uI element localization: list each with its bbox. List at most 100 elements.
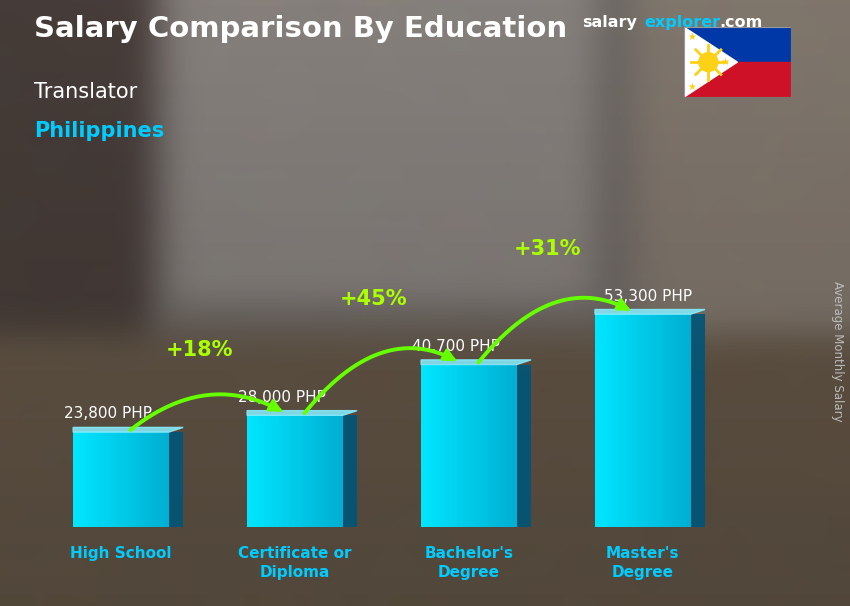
Bar bbox=[645, 314, 648, 527]
Text: Average Monthly Salary: Average Monthly Salary bbox=[830, 281, 844, 422]
Bar bbox=[121, 432, 123, 527]
Bar bbox=[140, 432, 143, 527]
Bar bbox=[624, 314, 626, 527]
Bar bbox=[169, 432, 183, 527]
Bar bbox=[278, 415, 280, 527]
Bar bbox=[80, 432, 82, 527]
Bar bbox=[264, 415, 266, 527]
Bar bbox=[135, 432, 138, 527]
Bar bbox=[455, 365, 457, 527]
Bar bbox=[684, 27, 790, 62]
Bar bbox=[309, 415, 312, 527]
Bar bbox=[147, 432, 150, 527]
Bar bbox=[73, 432, 76, 527]
Bar bbox=[82, 432, 85, 527]
Bar bbox=[452, 365, 455, 527]
Bar bbox=[650, 314, 653, 527]
Bar bbox=[665, 314, 666, 527]
Bar bbox=[669, 314, 672, 527]
Bar bbox=[259, 415, 262, 527]
Text: +31%: +31% bbox=[513, 239, 581, 259]
Bar bbox=[440, 365, 443, 527]
Bar bbox=[262, 415, 264, 527]
Bar bbox=[640, 314, 643, 527]
Bar bbox=[312, 415, 314, 527]
Bar bbox=[615, 314, 616, 527]
Bar bbox=[314, 415, 316, 527]
Bar bbox=[636, 314, 638, 527]
Bar bbox=[143, 432, 144, 527]
Bar bbox=[316, 415, 319, 527]
Bar bbox=[155, 432, 157, 527]
Bar bbox=[283, 415, 286, 527]
Text: explorer: explorer bbox=[644, 15, 721, 30]
Bar bbox=[505, 365, 507, 527]
Text: 53,300 PHP: 53,300 PHP bbox=[604, 288, 692, 304]
Bar bbox=[612, 314, 615, 527]
Bar bbox=[609, 314, 612, 527]
Bar bbox=[275, 415, 278, 527]
Bar bbox=[252, 415, 254, 527]
Bar bbox=[595, 314, 598, 527]
Bar bbox=[653, 314, 655, 527]
Bar bbox=[336, 415, 338, 527]
Bar bbox=[431, 365, 433, 527]
Bar bbox=[324, 415, 326, 527]
Bar bbox=[78, 432, 80, 527]
Text: +18%: +18% bbox=[166, 340, 233, 360]
Bar bbox=[331, 415, 333, 527]
Bar bbox=[459, 365, 462, 527]
Bar bbox=[428, 365, 431, 527]
Bar bbox=[678, 314, 681, 527]
Text: ★: ★ bbox=[687, 82, 695, 92]
Text: 28,000 PHP: 28,000 PHP bbox=[238, 390, 326, 405]
Bar bbox=[307, 415, 309, 527]
Bar bbox=[493, 365, 496, 527]
Bar bbox=[600, 314, 602, 527]
Text: Bachelor's
Degree: Bachelor's Degree bbox=[424, 547, 513, 580]
Bar bbox=[509, 365, 512, 527]
Bar bbox=[94, 432, 97, 527]
Text: .com: .com bbox=[719, 15, 762, 30]
Bar bbox=[654, 314, 657, 527]
Bar bbox=[683, 314, 686, 527]
Bar bbox=[162, 432, 164, 527]
Bar bbox=[469, 365, 471, 527]
Bar bbox=[333, 415, 336, 527]
Bar bbox=[471, 365, 473, 527]
Bar bbox=[97, 432, 99, 527]
Bar bbox=[438, 365, 440, 527]
Bar bbox=[150, 432, 152, 527]
Bar bbox=[638, 314, 640, 527]
Bar bbox=[485, 365, 488, 527]
Bar bbox=[502, 365, 505, 527]
Bar bbox=[464, 365, 467, 527]
Bar bbox=[507, 365, 509, 527]
Bar bbox=[621, 314, 624, 527]
Bar bbox=[435, 365, 438, 527]
Bar bbox=[274, 415, 275, 527]
Bar bbox=[343, 415, 357, 527]
Bar bbox=[602, 314, 604, 527]
Bar bbox=[119, 432, 121, 527]
Bar bbox=[445, 365, 447, 527]
Bar bbox=[123, 432, 126, 527]
Bar bbox=[467, 365, 469, 527]
Bar bbox=[643, 314, 645, 527]
Bar bbox=[462, 365, 464, 527]
Bar bbox=[99, 432, 102, 527]
Bar bbox=[106, 432, 109, 527]
Bar bbox=[109, 432, 111, 527]
Bar bbox=[490, 365, 493, 527]
Bar bbox=[426, 365, 428, 527]
Bar bbox=[598, 314, 600, 527]
Bar bbox=[164, 432, 167, 527]
Bar bbox=[628, 314, 631, 527]
Bar bbox=[93, 432, 94, 527]
Polygon shape bbox=[595, 310, 705, 314]
Bar bbox=[157, 432, 159, 527]
Bar bbox=[76, 432, 78, 527]
Bar bbox=[319, 415, 321, 527]
Bar bbox=[688, 314, 691, 527]
Bar bbox=[657, 314, 660, 527]
